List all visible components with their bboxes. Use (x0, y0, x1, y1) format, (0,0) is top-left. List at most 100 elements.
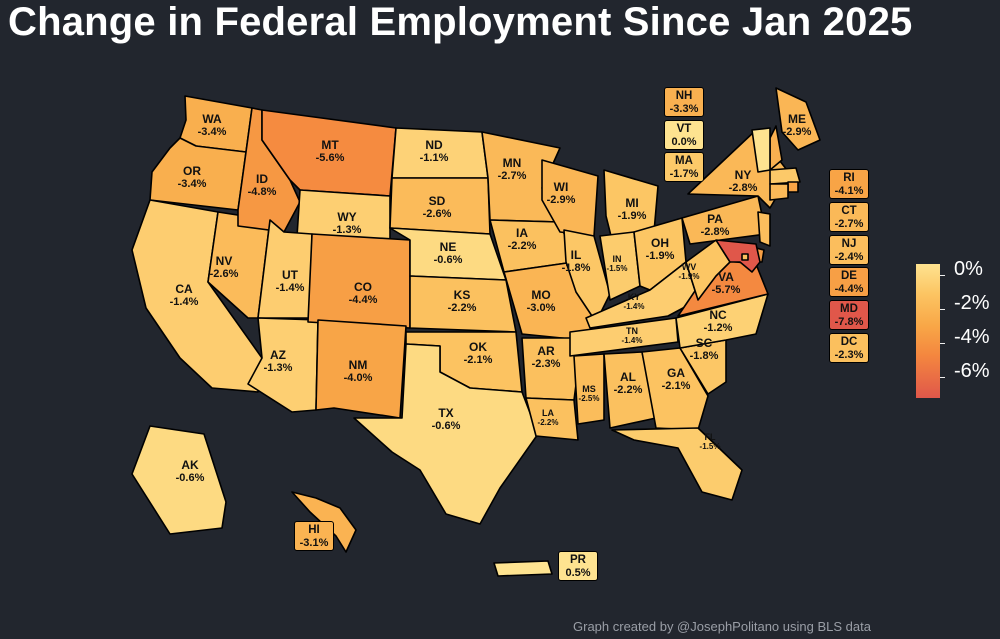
state-label-wv: WV-1.9% (679, 262, 700, 281)
legend-tick-2 (940, 343, 945, 344)
callout-value-nh: -3.3% (669, 103, 699, 115)
legend-tick-0 (940, 275, 945, 276)
legend-label-2: -2% (954, 292, 990, 314)
state-abbr-ks: KS (454, 288, 471, 302)
state-abbr-in: IN (613, 254, 622, 264)
state-abbr-oh: OH (651, 236, 669, 250)
state-abbr-ky: KY (628, 292, 641, 302)
state-value-mt: -5.6% (316, 152, 345, 164)
callout-value-vt: 0.0% (671, 136, 697, 148)
state-label-ca: CA-1.4% (170, 282, 199, 308)
state-abbr-pa: PA (707, 212, 723, 226)
state-label-nd: ND-1.1% (420, 138, 449, 164)
callout-vt: VT 0.0% (664, 120, 704, 150)
callout-value-de: -4.4% (834, 283, 864, 295)
state-nj (757, 211, 771, 247)
state-abbr-tx: TX (438, 406, 453, 420)
state-value-tn: -1.4% (622, 336, 643, 345)
state-abbr-ga: GA (667, 366, 685, 380)
state-value-sc: -1.8% (690, 350, 719, 362)
state-abbr-nc: NC (709, 308, 727, 322)
state-value-az: -1.3% (264, 362, 293, 374)
state-value-il: -1.8% (562, 262, 591, 274)
state-abbr-ca: CA (175, 282, 193, 296)
state-ma (769, 167, 801, 185)
state-label-wa: WA-3.4% (198, 112, 227, 138)
state-label-ky: KY-1.4% (624, 292, 645, 311)
state-label-mn: MN-2.7% (498, 156, 527, 182)
state-value-ms: -2.5% (579, 394, 600, 403)
callout-value-nj: -2.4% (834, 251, 864, 263)
state-label-wi: WI-2.9% (547, 180, 576, 206)
legend-label-4: -4% (954, 326, 990, 348)
state-value-fl: -1.5% (700, 442, 721, 451)
state-abbr-az: AZ (270, 348, 286, 362)
legend-label-6: -6% (954, 360, 990, 382)
state-value-ky: -1.4% (624, 302, 645, 311)
callout-abbr-nj: NJ (841, 238, 857, 250)
callout-de: DE -4.4% (829, 267, 869, 297)
state-value-ga: -2.1% (662, 380, 691, 392)
state-value-al: -2.2% (614, 384, 643, 396)
state-ms (573, 353, 605, 425)
state-value-me: -2.9% (783, 126, 812, 138)
state-abbr-fl: FL (705, 432, 716, 442)
state-label-sc: SC-1.8% (690, 336, 719, 362)
state-label-nv: NV-2.6% (210, 254, 239, 280)
state-label-ga: GA-2.1% (662, 366, 691, 392)
state-abbr-sd: SD (429, 194, 446, 208)
callout-abbr-nh: NH (675, 90, 693, 102)
state-label-tx: TX-0.6% (432, 406, 461, 432)
state-abbr-ny: NY (735, 168, 752, 182)
state-abbr-nd: ND (425, 138, 443, 152)
state-label-ms: MS-2.5% (579, 384, 600, 403)
legend-tick-1 (940, 309, 945, 310)
state-label-wy: WY-1.3% (333, 210, 362, 236)
state-label-in: IN-1.5% (607, 254, 628, 273)
state-abbr-me: ME (788, 112, 806, 126)
state-value-mo: -3.0% (527, 302, 556, 314)
callout-abbr-md: MD (840, 303, 858, 315)
state-md (715, 239, 761, 273)
state-abbr-ut: UT (282, 268, 299, 282)
state-label-ok: OK-2.1% (464, 340, 493, 366)
state-abbr-ne: NE (440, 240, 457, 254)
state-value-ne: -0.6% (434, 254, 463, 266)
state-value-ut: -1.4% (276, 282, 305, 294)
state-label-ut: UT-1.4% (276, 268, 305, 294)
state-fl (611, 427, 743, 501)
state-value-oh: -1.9% (646, 250, 675, 262)
legend-colorbar (916, 264, 940, 398)
state-value-ia: -2.2% (508, 240, 537, 252)
state-label-il: IL-1.8% (562, 248, 591, 274)
state-label-mi: MI-1.9% (618, 196, 647, 222)
state-value-mn: -2.7% (498, 170, 527, 182)
state-label-nm: NM-4.0% (344, 358, 373, 384)
state-wv (685, 239, 731, 301)
state-ct (769, 183, 789, 201)
callout-ri: RI -4.1% (829, 169, 869, 199)
state-label-mt: MT-5.6% (316, 138, 345, 164)
state-abbr-mi: MI (625, 196, 638, 210)
callout-value-md: -7.8% (834, 316, 864, 328)
state-abbr-sc: SC (696, 336, 713, 350)
state-label-la: LA-2.2% (538, 408, 559, 427)
state-value-in: -1.5% (607, 264, 628, 273)
state-abbr-ia: IA (516, 226, 528, 240)
state-abbr-wa: WA (202, 112, 222, 126)
state-ga (641, 347, 709, 431)
state-abbr-or: OR (183, 164, 201, 178)
state-label-ar: AR-2.3% (532, 344, 561, 370)
callout-value-ma: -1.7% (669, 168, 699, 180)
callout-abbr-pr: PR (570, 554, 586, 566)
state-label-oh: OH-1.9% (646, 236, 675, 262)
state-labels: WA-3.4%OR-3.4%CA-1.4%NV-2.6%ID-4.8%MT-5.… (170, 112, 812, 484)
callout-nh: NH -3.3% (664, 87, 704, 117)
state-me (775, 87, 821, 151)
state-ri (787, 181, 799, 193)
callout-abbr-vt: VT (676, 123, 692, 135)
state-label-tn: TN-1.4% (622, 326, 643, 345)
state-ak (131, 425, 227, 535)
callout-ma: MA -1.7% (664, 152, 704, 182)
